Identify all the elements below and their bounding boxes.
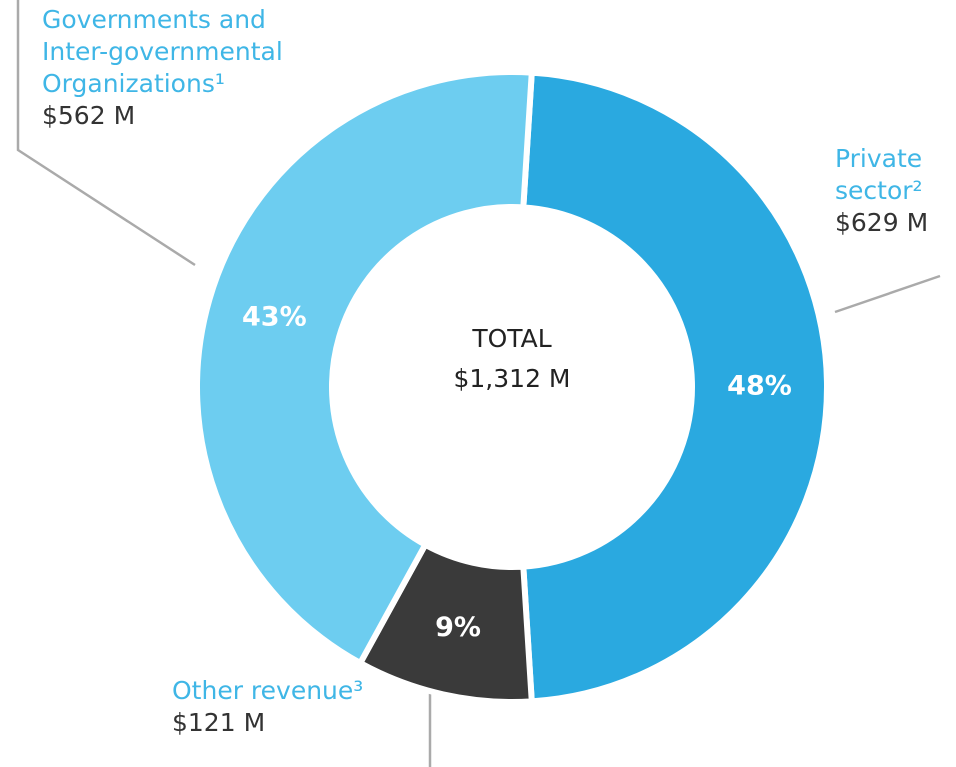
amount-label: $562 M (42, 101, 136, 130)
category-label: Governments and Inter-governmental Organ… (42, 4, 332, 132)
center-label: TOTAL (471, 324, 551, 353)
category-label: Other revenue³ $121 M (172, 675, 432, 739)
slice (520, 69, 830, 705)
leader-line (16, 0, 196, 267)
category-name: Governments and Inter-governmental Organ… (42, 5, 283, 98)
category-label: Private sector² $629 M (835, 143, 945, 239)
slices (194, 69, 830, 705)
total-label: $1,312 M (454, 364, 571, 393)
value-label: 43% (242, 301, 307, 332)
value-label: 9% (435, 612, 481, 643)
leader-line (834, 274, 941, 314)
slice (194, 69, 535, 668)
amount-label: $121 M (172, 708, 266, 737)
category-name: Other revenue³ (172, 676, 364, 705)
value-label: 48% (727, 371, 792, 402)
amount-label: $629 M (835, 208, 929, 237)
category-name: Private sector² (835, 144, 923, 205)
